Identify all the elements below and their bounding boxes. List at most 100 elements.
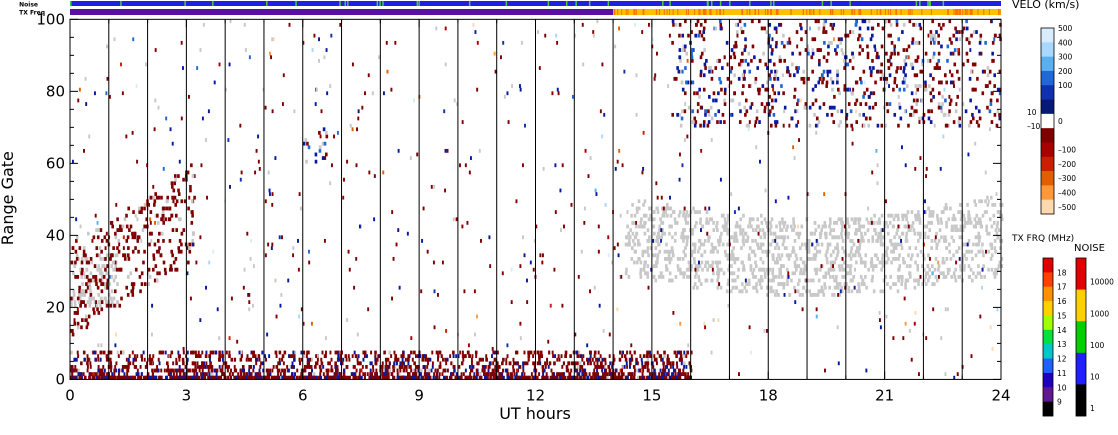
echo-cell [89,300,92,304]
echo-cell [82,253,86,258]
echo-cell [851,30,855,34]
echo-cell [81,282,84,286]
txfreq-tick [908,9,910,15]
echo-cell [239,357,243,362]
isolated-echo [669,195,671,200]
echo-cell [791,271,795,276]
isolated-echo [919,69,922,74]
echo-cell [885,260,889,265]
echo-cell [977,109,981,114]
near-range-echo [336,350,339,355]
near-range-echo [279,372,282,377]
isolated-echo [115,202,118,207]
isolated-echo [79,303,82,308]
isolated-echo [523,253,526,258]
isolated-echo [942,134,945,139]
near-range-echo [310,365,313,369]
isolated-echo [422,206,425,211]
isolated-echo [980,246,983,250]
noise-marker [418,1,420,6]
echo-cell [116,246,119,250]
echo-cell [106,285,109,290]
isolated-echo [653,76,656,81]
echo-cell [731,235,734,240]
echo-cell [768,228,772,232]
near-range-echo [186,350,189,355]
isolated-echo [133,231,136,236]
echo-cell [778,256,782,261]
isolated-echo [923,210,926,214]
echo-cell [669,256,673,261]
isolated-echo [131,130,134,135]
isolated-echo [445,329,448,333]
isolated-echo [592,30,595,34]
echo-cell [732,253,735,258]
isolated-echo [333,134,335,139]
echo-cell [131,292,135,297]
echo-cell [928,213,932,218]
near-range-echo [493,372,496,377]
isolated-echo [180,116,183,121]
echo-cell [665,202,669,207]
echo-cell [630,246,634,250]
isolated-echo [561,163,564,168]
echo-cell [684,19,687,24]
echo-cell [921,62,924,67]
txfreq-tick [716,9,718,15]
echo-cell [738,224,742,229]
echo-cell [78,292,81,297]
near-range-echo [621,354,624,359]
echo-cell [775,242,779,247]
echo-cell [919,84,922,88]
echo-cell [127,361,131,366]
near-range-echo [497,375,500,380]
near-range-echo [624,375,627,380]
echo-cell [677,213,681,218]
near-range-echo [203,361,206,366]
echo-cell [747,123,750,128]
echo-cell [677,69,681,74]
echo-cell [801,292,804,297]
echo-cell [908,264,912,268]
echo-cell [857,282,860,286]
near-range-echo [105,357,108,362]
echo-cell [946,58,949,63]
echo-cell [656,210,660,214]
echo-cell [172,260,176,265]
echo-cell [910,224,914,229]
near-range-echo [455,372,458,377]
near-range-echo [323,354,326,359]
txfreq-tick [686,9,688,15]
echo-cell [706,260,710,265]
echo-cell [116,300,119,304]
echo-cell [865,285,868,290]
txfreq-tick [854,9,856,15]
echo-cell [753,55,756,60]
echo-cell [293,350,297,355]
isolated-echo [966,242,969,247]
echo-cell [686,350,689,355]
echo-cell [895,242,899,247]
echo-cell [858,253,862,258]
echo-cell [811,48,815,52]
echo-cell [87,231,90,236]
txfreq-tick [635,9,637,15]
isolated-echo [426,249,429,254]
echo-cell [539,350,543,355]
echo-cell [649,213,652,218]
near-range-echo [480,357,483,362]
echo-cell [836,242,839,247]
echo-cell [902,87,906,92]
near-range-echo [407,357,410,362]
isolated-echo [473,332,476,337]
echo-cell [967,249,971,254]
echo-cell [904,224,908,229]
echo-cell [881,289,885,294]
txfreq-tick [947,9,949,15]
echo-cell [969,120,973,124]
echo-cell [78,246,82,250]
echo-cell [886,109,890,114]
near-range-echo [307,365,310,369]
echo-cell [786,40,790,45]
noise-marker [416,1,419,6]
